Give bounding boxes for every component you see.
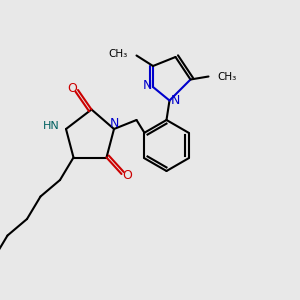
Text: CH₃: CH₃	[217, 71, 236, 82]
Text: O: O	[122, 169, 132, 182]
Text: N: N	[171, 94, 180, 107]
Text: HN: HN	[43, 121, 59, 131]
Text: CH₃: CH₃	[109, 49, 128, 59]
Text: N: N	[109, 117, 119, 130]
Text: O: O	[68, 82, 77, 95]
Text: N: N	[143, 79, 152, 92]
